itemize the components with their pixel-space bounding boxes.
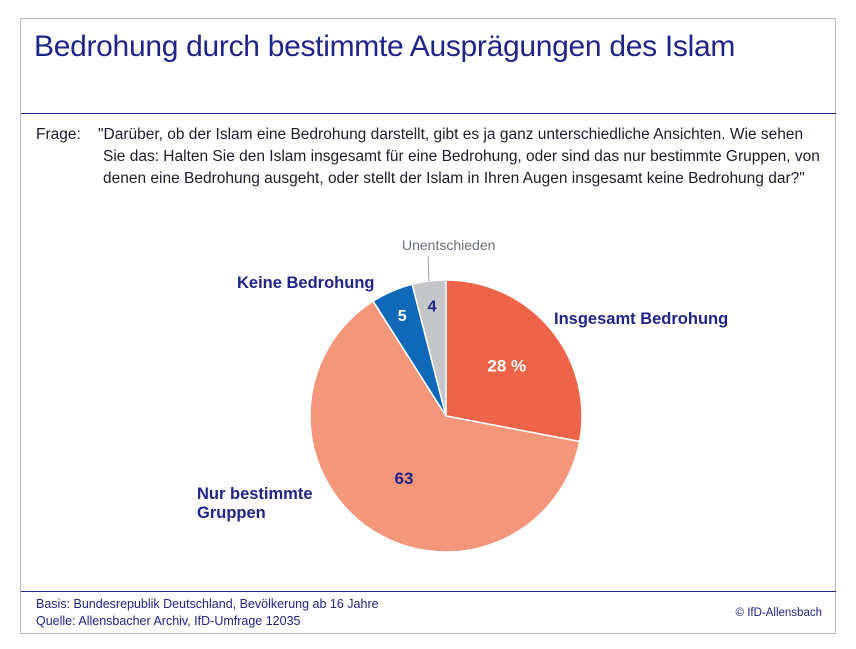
pie-leader-lines <box>427 255 430 282</box>
question-label: Frage: <box>36 126 81 143</box>
category-label-insgesamt-bedrohung: Insgesamt Bedrohung <box>554 310 728 328</box>
copyright-note: © IfD-Allensbach <box>735 607 822 619</box>
chart-footer: Basis: Bundesrepublik Deutschland, Bevöl… <box>36 596 379 630</box>
value-label-insgesamt-bedrohung: 28 % <box>487 357 526 376</box>
pie-slices <box>309 279 583 553</box>
value-label-unentschieden: 4 <box>428 298 437 315</box>
chart-title: Bedrohung durch bestimmte Ausprägungen d… <box>34 30 736 63</box>
value-label-keine-bedrohung: 5 <box>398 308 407 325</box>
chart-frame <box>20 18 836 634</box>
footer-divider <box>21 591 836 592</box>
category-label-nur-bestimmte-gruppen: Nur bestimmte Gruppen <box>197 485 313 522</box>
category-label-unentschieden: Unentschieden <box>402 237 495 253</box>
title-divider <box>21 113 836 114</box>
question-text: "Darüber, ob der Islam eine Bedrohung da… <box>98 126 820 187</box>
leader-line-unentschieden <box>427 255 430 282</box>
value-label-nur-bestimmte-gruppen: 63 <box>394 469 413 488</box>
category-label-keine-bedrohung: Keine Bedrohung <box>237 274 375 292</box>
pie-slice-nur-bestimmte-gruppen <box>309 300 581 553</box>
pie-category-labels: Insgesamt Bedrohung Nur bestimmte Gruppen K… <box>197 237 728 522</box>
pie-value-labels: 28 % 63 5 4 <box>394 298 526 488</box>
pie-slice-insgesamt-bedrohung <box>445 279 583 443</box>
pie-slice-unentschieden <box>411 279 447 417</box>
source-note: Quelle: Allensbacher Archiv, IfD-Umfrage… <box>36 614 301 628</box>
basis-note: Basis: Bundesrepublik Deutschland, Bevöl… <box>36 597 379 611</box>
